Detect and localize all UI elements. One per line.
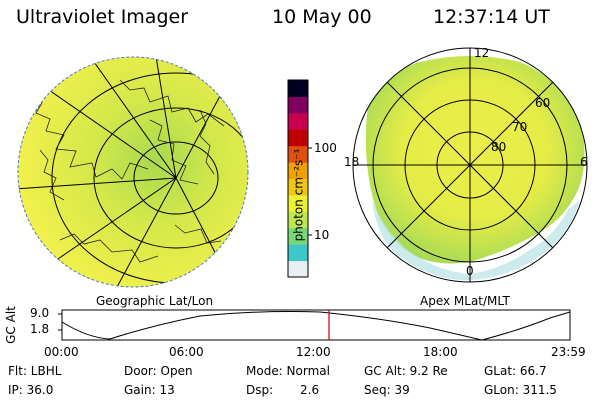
altitude-tick-1-8: 1.8 [30, 322, 50, 336]
mlat-grid [352, 47, 588, 283]
colorbar-band [288, 96, 308, 114]
glat-readout: GLat: 66.7 [484, 364, 547, 378]
mlat-label-70: 70 [512, 120, 528, 134]
seq-readout: Seq: 39 [364, 383, 410, 397]
image-time: 12:37:14 UT [433, 6, 550, 28]
ip-readout: IP: 36.0 [8, 383, 54, 397]
glon-readout: GLon: 311.5 [484, 383, 557, 397]
time-tick-0600: 06:00 [169, 345, 204, 359]
colorbar-tick-10: 10 [314, 228, 330, 242]
time-tick-0000: 00:00 [44, 345, 79, 359]
colorbar-band [288, 178, 308, 196]
earth-limb [17, 56, 249, 288]
colorbar-band [288, 227, 308, 245]
instrument-title: Ultraviolet Imager [16, 6, 189, 28]
mlt-label-6: 6 [580, 155, 588, 169]
mlat-label-60: 60 [535, 96, 551, 110]
colorbar-band [288, 162, 308, 179]
mlat-label-80: 80 [491, 140, 507, 154]
colorbar-band [288, 194, 308, 212]
colorbar-tick-100: 100 [314, 141, 337, 155]
time-tick-1800: 18:00 [423, 345, 458, 359]
time-tick-2359: 23:59 [551, 345, 586, 359]
magnetic-image [352, 47, 588, 283]
colorbar [287, 79, 312, 278]
dsp-value: 2.6 [300, 383, 320, 397]
magnetic-caption: Apex MLat/MLT [420, 294, 510, 308]
filter-readout: Flt: LBHL [8, 364, 62, 378]
colorbar-band [288, 112, 308, 130]
time-tick-1200: 12:00 [296, 345, 331, 359]
altitude-axis-label: GC Alt [3, 306, 18, 344]
image-date: 10 May 00 [272, 6, 372, 28]
altitude-curve [61, 311, 571, 341]
coastlines [29, 79, 225, 263]
mode-readout: Mode: Normal [246, 364, 330, 378]
aurora-image-geographic [18, 57, 248, 287]
door-readout: Door: Open [124, 364, 193, 378]
mlt-label-12: 12 [474, 46, 490, 60]
gain-readout: Gain: 13 [124, 383, 175, 397]
colorbar-band [288, 211, 308, 229]
mlt-label-0: 0 [466, 264, 474, 278]
dsp-label: Dsp: [246, 383, 274, 397]
altitude-plot [58, 309, 571, 341]
altitude-tick-9: 9.0 [30, 306, 50, 320]
colorbar-unit-label: photon cm⁻²s⁻¹ [291, 148, 306, 242]
colorbar-band [288, 260, 308, 278]
geographic-caption: Geographic Lat/Lon [96, 294, 214, 308]
mlt-label-18: 18 [344, 155, 360, 169]
colorbar-band [288, 244, 308, 262]
colorbar-band [288, 80, 308, 97]
colorbar-band [288, 129, 308, 147]
gc-alt-readout: GC Alt: 9.2 Re [364, 364, 448, 378]
colorbar-band [288, 145, 308, 163]
